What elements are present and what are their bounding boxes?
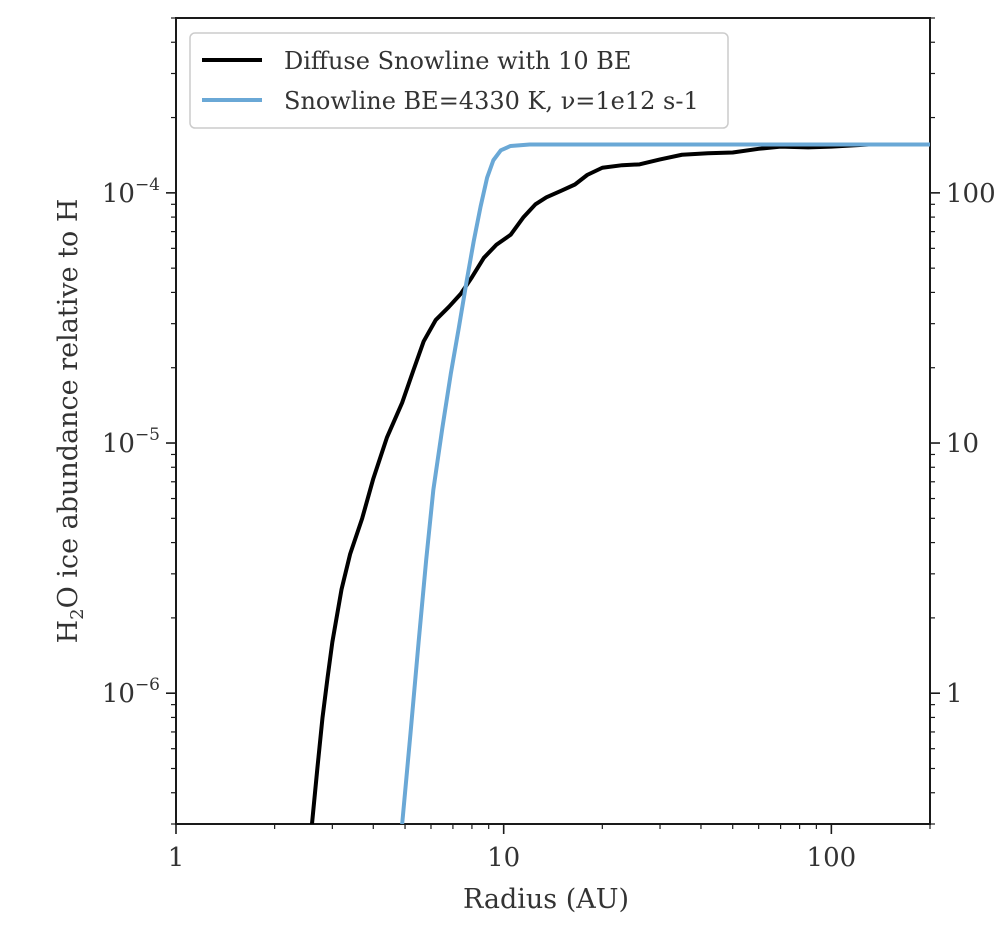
- x-tick-label: 1: [168, 843, 185, 873]
- y-left-tick-label: 10−5: [102, 425, 160, 459]
- x-axis-ticks: 1 10 100: [168, 824, 931, 873]
- y-right-tick-label: 10: [946, 429, 979, 459]
- legend-box: [189, 32, 729, 129]
- legend: Diffuse Snowline with 10 BE Snowline BE=…: [189, 32, 729, 129]
- x-axis-label: Radius (AU): [463, 884, 629, 915]
- y-right-tick-label: 1: [946, 679, 963, 709]
- x-tick-label: 100: [807, 843, 857, 873]
- y-right-axis-ticks: 1 10 100: [930, 17, 996, 825]
- legend-label-snowline: Snowline BE=4330 K, ν=1e12 s-1: [284, 87, 699, 115]
- y-left-tick-label: 10−6: [102, 675, 160, 709]
- series-line-0: [309, 142, 930, 824]
- plot-frame: [175, 17, 931, 825]
- y-right-tick-label: 100: [946, 179, 996, 209]
- x-tick-label: 10: [487, 843, 520, 873]
- series-layer: [309, 142, 930, 824]
- y-left-tick-label: 10−4: [102, 175, 160, 209]
- y-axis-label: H2O ice abundance relative to H: [53, 199, 88, 644]
- series-line-1: [400, 142, 930, 824]
- legend-label-diffuse: Diffuse Snowline with 10 BE: [284, 47, 631, 75]
- y-left-axis-ticks: 10−6 10−5 10−4: [102, 17, 176, 825]
